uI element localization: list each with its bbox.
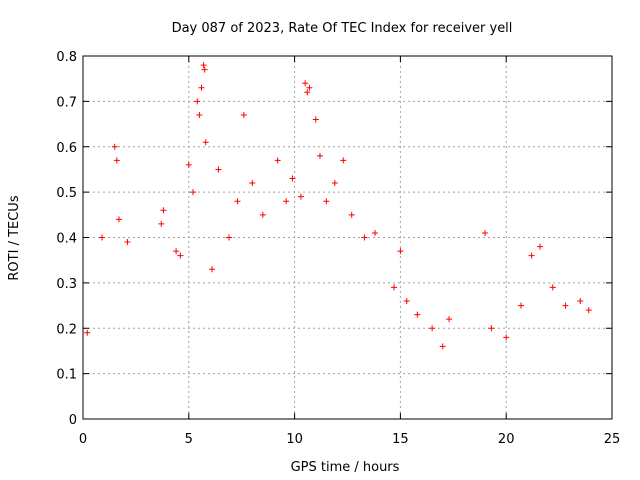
chart-title: Day 087 of 2023, Rate Of TEC Index for r… [172,21,513,36]
data-point [446,316,453,323]
data-point [113,157,120,164]
data-point [397,248,404,255]
data-point [283,198,290,205]
x-tick-label: 10 [286,432,303,447]
data-point [518,302,525,309]
x-tick-label: 25 [604,432,621,447]
data-point [209,266,216,273]
data-point [160,207,167,214]
y-tick-label: 0.6 [56,141,77,156]
y-tick-label: 0.7 [56,95,77,110]
x-tick-label: 0 [79,432,87,447]
axis-ticks: 0 0.1 0.2 0.3 0.4 0.5 0.6 0.7 0.8 0 5 10 15 20 25 [56,50,620,447]
x-tick-label: 15 [392,432,409,447]
data-point [190,189,197,196]
data-point [259,211,266,218]
x-axis-label: GPS time / hours [291,460,400,475]
data-point [577,298,584,305]
data-point [196,111,203,118]
data-point [528,252,535,259]
data-point [302,80,309,87]
data-point [537,243,544,250]
data-point [200,62,207,69]
data-point [361,234,368,241]
data-point [306,84,313,91]
data-point [316,152,323,159]
y-tick-label: 0 [69,413,77,428]
data-point [340,157,347,164]
grid-lines [83,56,612,419]
data-point [194,98,201,105]
y-tick-label: 0.4 [56,232,77,247]
plot-frame [82,55,613,420]
data-point [198,84,205,91]
data-point [173,248,180,255]
x-tick-label: 5 [185,432,193,447]
data-points [84,62,592,350]
data-point [403,298,410,305]
data-point [585,307,592,314]
data-point [439,343,446,350]
data-point [297,193,304,200]
data-point [348,211,355,218]
data-point [503,334,510,341]
data-point [562,302,569,309]
data-point [124,239,131,246]
data-point [372,229,379,236]
data-point [274,157,281,164]
data-point [202,139,209,146]
data-point [185,161,192,168]
data-point [177,252,184,259]
data-point [234,198,241,205]
data-point [226,234,233,241]
data-point [312,116,319,123]
data-point [549,284,556,291]
data-point [488,325,495,332]
data-point [304,89,311,96]
data-point [201,66,208,73]
y-axis-label: ROTI / TECUs [7,195,22,280]
data-point [84,329,91,336]
data-point [331,180,338,187]
data-point [414,311,421,318]
data-point [111,143,118,150]
data-point [482,229,489,236]
data-point [289,175,296,182]
data-point [158,220,165,227]
x-tick-label: 20 [498,432,515,447]
data-point [249,180,256,187]
data-point [323,198,330,205]
data-point [99,234,106,241]
y-tick-label: 0.2 [56,322,77,337]
y-tick-label: 0.5 [56,186,77,201]
data-point [429,325,436,332]
y-tick-label: 0.3 [56,277,77,292]
y-tick-label: 0.1 [56,368,77,383]
data-point [115,216,122,223]
data-point [215,166,222,173]
y-tick-label: 0.8 [56,50,77,65]
data-point [240,111,247,118]
data-point [391,284,398,291]
